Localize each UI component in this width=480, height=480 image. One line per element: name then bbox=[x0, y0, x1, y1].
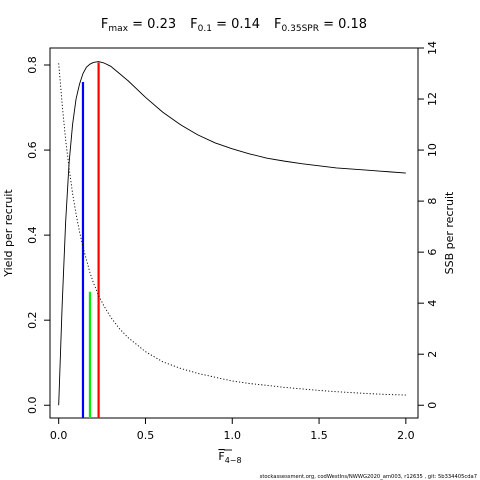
x-tick-label: 1.0 bbox=[224, 429, 242, 442]
y-right-tick-label: 6 bbox=[426, 249, 439, 256]
y-left-tick-label: 0.2 bbox=[26, 311, 39, 329]
x-tick-label: 0.0 bbox=[50, 429, 68, 442]
title-part-value: = 0.23 bbox=[128, 17, 176, 32]
yield-per-recruit-line bbox=[58, 61, 406, 406]
title-part-name: F bbox=[101, 17, 108, 32]
title-part-name: F bbox=[274, 17, 281, 32]
x-label-sub: 4−8 bbox=[225, 456, 242, 465]
y-right-tick-label: 12 bbox=[426, 92, 439, 106]
y-right-tick-label: 4 bbox=[426, 300, 439, 307]
x-tick-label: 0.5 bbox=[137, 429, 155, 442]
y-left-tick-label: 0.0 bbox=[26, 396, 39, 414]
series-lines bbox=[58, 61, 406, 406]
x-axis-label: F4−8 bbox=[218, 449, 242, 465]
title-part-name: F bbox=[190, 17, 197, 32]
y-axis-left: 0.0 0.2 0.4 0.6 0.8 bbox=[26, 56, 50, 414]
y-axis-right-label: SSB per recruit bbox=[443, 191, 456, 274]
y-left-tick-label: 0.4 bbox=[26, 226, 39, 244]
x-label-main: F bbox=[218, 450, 224, 463]
y-right-tick-label: 2 bbox=[426, 351, 439, 358]
y-axis-right: 0 2 4 6 8 10 12 14 bbox=[418, 41, 439, 409]
chart-title-text: Fmax = 0.23 F0.1 = 0.14 F0.35SPR = 0.18 bbox=[101, 17, 367, 34]
x-axis: 0.0 0.5 1.0 1.5 2.0 bbox=[50, 418, 415, 442]
y-left-tick-label: 0.8 bbox=[26, 56, 39, 74]
y-right-tick-label: 10 bbox=[426, 143, 439, 157]
plot-frame bbox=[49, 47, 419, 419]
y-right-tick-label: 8 bbox=[426, 198, 439, 205]
ssb-per-recruit-line bbox=[58, 63, 406, 396]
title-part-value: = 0.18 bbox=[319, 17, 367, 32]
footer-note: stockassessment.org, codWestIns/NWWG2020… bbox=[260, 474, 477, 480]
y-axis-left-label: Yield per recruit bbox=[2, 189, 15, 278]
y-right-tick-label: 14 bbox=[426, 41, 439, 55]
x-axis-label-text: F4−8 bbox=[218, 450, 241, 465]
title-part-sub: 0.35SPR bbox=[282, 24, 319, 34]
title-part-sub: max bbox=[108, 24, 128, 34]
reference-lines bbox=[81, 62, 100, 418]
y-left-tick-label: 0.6 bbox=[26, 141, 39, 159]
title-part-value: = 0.14 bbox=[212, 17, 260, 32]
y-right-tick-label: 0 bbox=[426, 402, 439, 409]
title-part-sub: 0.1 bbox=[198, 24, 212, 34]
x-tick-label: 1.5 bbox=[310, 429, 328, 442]
x-tick-label: 2.0 bbox=[397, 429, 415, 442]
chart-title: Fmax = 0.23 F0.1 = 0.14 F0.35SPR = 0.18 bbox=[101, 17, 367, 34]
